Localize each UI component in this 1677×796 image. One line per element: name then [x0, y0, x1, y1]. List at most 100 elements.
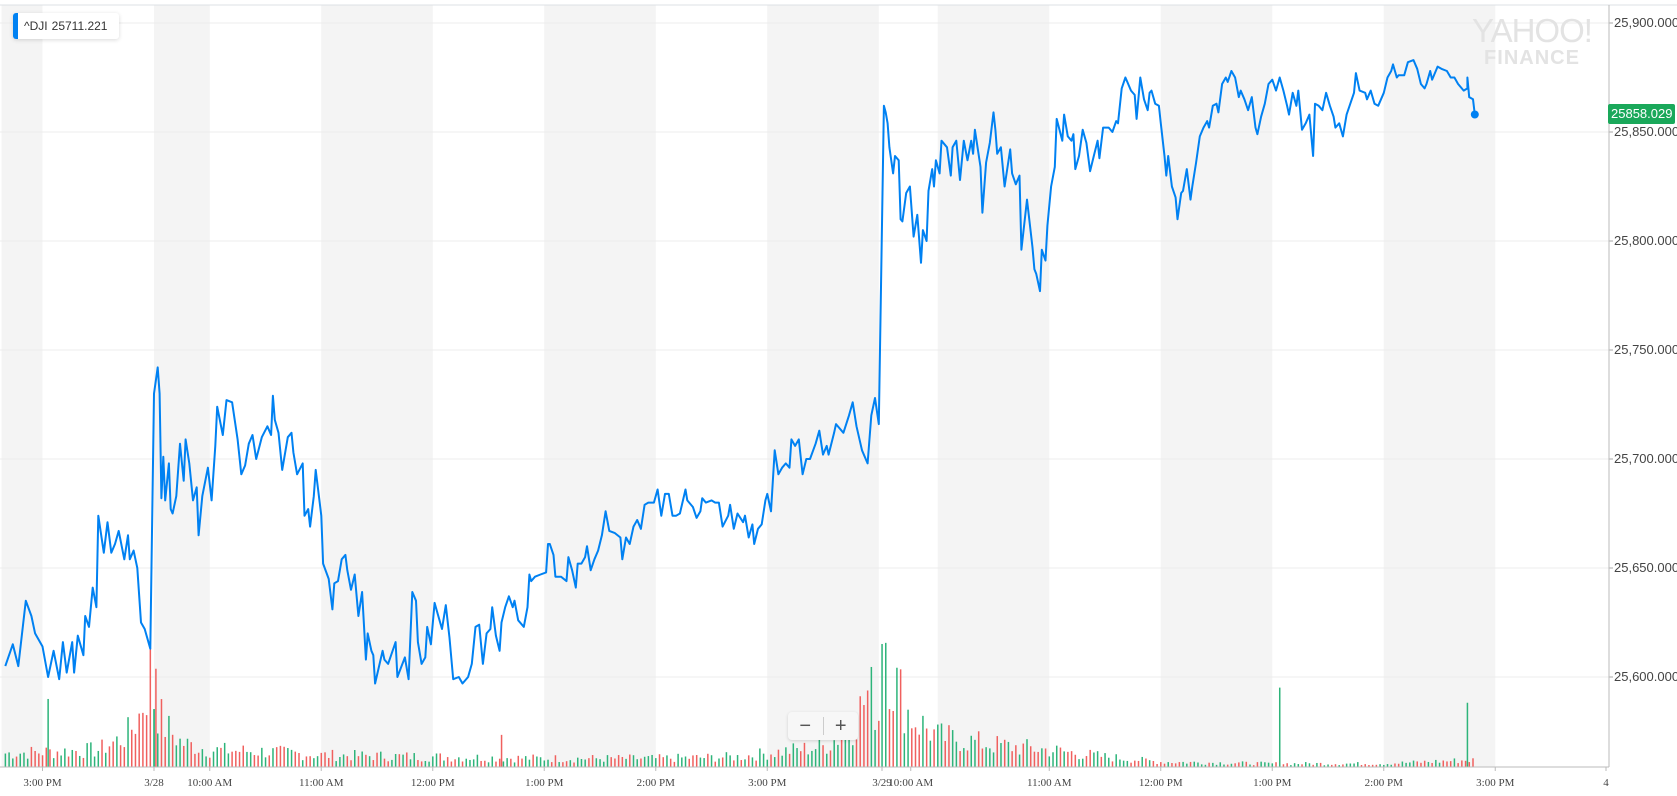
volume-bar	[1152, 760, 1155, 767]
volume-bar	[1345, 763, 1348, 767]
volume-bar	[614, 758, 616, 767]
volume-bar	[491, 756, 494, 767]
volume-bar	[940, 723, 943, 767]
volume-bar	[874, 729, 876, 767]
volume-bar	[454, 759, 456, 767]
volume-bar	[1401, 761, 1404, 767]
x-tick-label: 12:00 PM	[1139, 777, 1183, 789]
volume-bar	[528, 759, 531, 767]
volume-bar	[168, 715, 170, 767]
volume-bar	[1007, 741, 1010, 767]
volume-bar	[197, 752, 200, 767]
volume-bar	[495, 761, 497, 767]
volume-bar	[108, 746, 111, 767]
volume-bar	[725, 752, 728, 767]
volume-bar	[625, 758, 627, 767]
volume-bar	[1264, 762, 1266, 767]
volume-bar	[729, 755, 731, 767]
volume-bar	[1397, 763, 1400, 767]
volume-bar	[896, 667, 898, 767]
volume-bar	[153, 709, 155, 767]
volume-bar	[584, 759, 586, 767]
volume-bar	[1386, 764, 1389, 767]
volume-bar	[104, 752, 107, 767]
volume-bar	[93, 756, 96, 767]
session-band	[767, 5, 879, 767]
volume-bar	[1241, 761, 1244, 767]
volume-bar	[695, 755, 698, 767]
volume-bar	[1349, 763, 1352, 767]
volume-bar	[1174, 763, 1177, 767]
volume-bar	[450, 761, 453, 767]
volume-bar	[911, 728, 913, 767]
volume-bar	[658, 754, 661, 767]
volume-bar	[714, 761, 717, 767]
volume-bar	[231, 751, 233, 767]
volume-bar	[550, 762, 553, 767]
volume-bar	[290, 749, 293, 767]
volume-bar	[354, 750, 356, 767]
volume-bar	[1193, 761, 1195, 767]
zoom-in-button[interactable]: +	[834, 715, 847, 737]
volume-bar	[1282, 764, 1285, 767]
volume-bar	[249, 752, 252, 767]
volume-spike-bar	[47, 698, 49, 767]
volume-bar	[264, 757, 267, 767]
volume-bar	[287, 748, 289, 767]
volume-bar	[1033, 751, 1036, 767]
volume-bar	[684, 756, 687, 767]
volume-bar	[688, 758, 690, 767]
volume-bar	[736, 755, 739, 767]
volume-bar	[1003, 739, 1006, 767]
volume-bar	[171, 734, 174, 767]
volume-bar	[852, 745, 854, 767]
volume-bar	[1472, 758, 1474, 767]
volume-bar	[1041, 748, 1043, 767]
volume-bar	[1089, 749, 1091, 767]
volume-bar	[807, 754, 809, 767]
volume-bar	[1379, 764, 1381, 767]
x-tick-label: 3/29	[872, 777, 892, 789]
zoom-out-button[interactable]: −	[799, 715, 812, 737]
volume-bar	[703, 758, 705, 767]
volume-bar	[885, 642, 887, 767]
volume-bar	[502, 761, 505, 767]
volume-bar	[1449, 761, 1452, 767]
volume-bar	[1305, 762, 1307, 767]
volume-bar	[4, 753, 7, 767]
volume-bar	[840, 738, 843, 767]
volume-bar	[1160, 762, 1162, 767]
x-tick-label: 3:00 PM	[1476, 777, 1514, 789]
volume-bar	[439, 753, 441, 767]
volume-bar	[357, 756, 360, 767]
volume-bar	[914, 727, 917, 767]
volume-bar	[1115, 754, 1117, 767]
ticker-symbol: ^DJI	[24, 19, 48, 33]
x-tick-label: 2:00 PM	[1365, 777, 1403, 789]
session-band	[544, 5, 656, 767]
price-line	[4, 59, 1476, 685]
volume-bar	[606, 755, 609, 767]
volume-bar	[539, 757, 542, 767]
volume-bar	[524, 756, 527, 767]
volume-bar	[12, 758, 14, 767]
ticker-legend[interactable]: ^DJI 25711.221	[13, 13, 120, 39]
volume-bar	[636, 759, 638, 767]
volume-spike-bar	[1278, 687, 1281, 767]
volume-bar	[1442, 760, 1445, 767]
volume-bar	[209, 757, 211, 767]
volume-bar	[361, 751, 363, 767]
volume-bar	[1026, 739, 1028, 767]
volume-bar	[907, 709, 909, 767]
volume-bar	[305, 756, 308, 767]
volume-bar	[1156, 763, 1158, 767]
volume-bar	[1461, 760, 1463, 767]
volume-bar	[517, 755, 520, 767]
volume-bar	[1423, 760, 1426, 767]
volume-bar	[90, 742, 92, 767]
volume-bar	[432, 756, 434, 767]
volume-bar	[235, 750, 237, 767]
volume-bar	[1029, 746, 1032, 767]
volume-bar	[580, 759, 583, 767]
